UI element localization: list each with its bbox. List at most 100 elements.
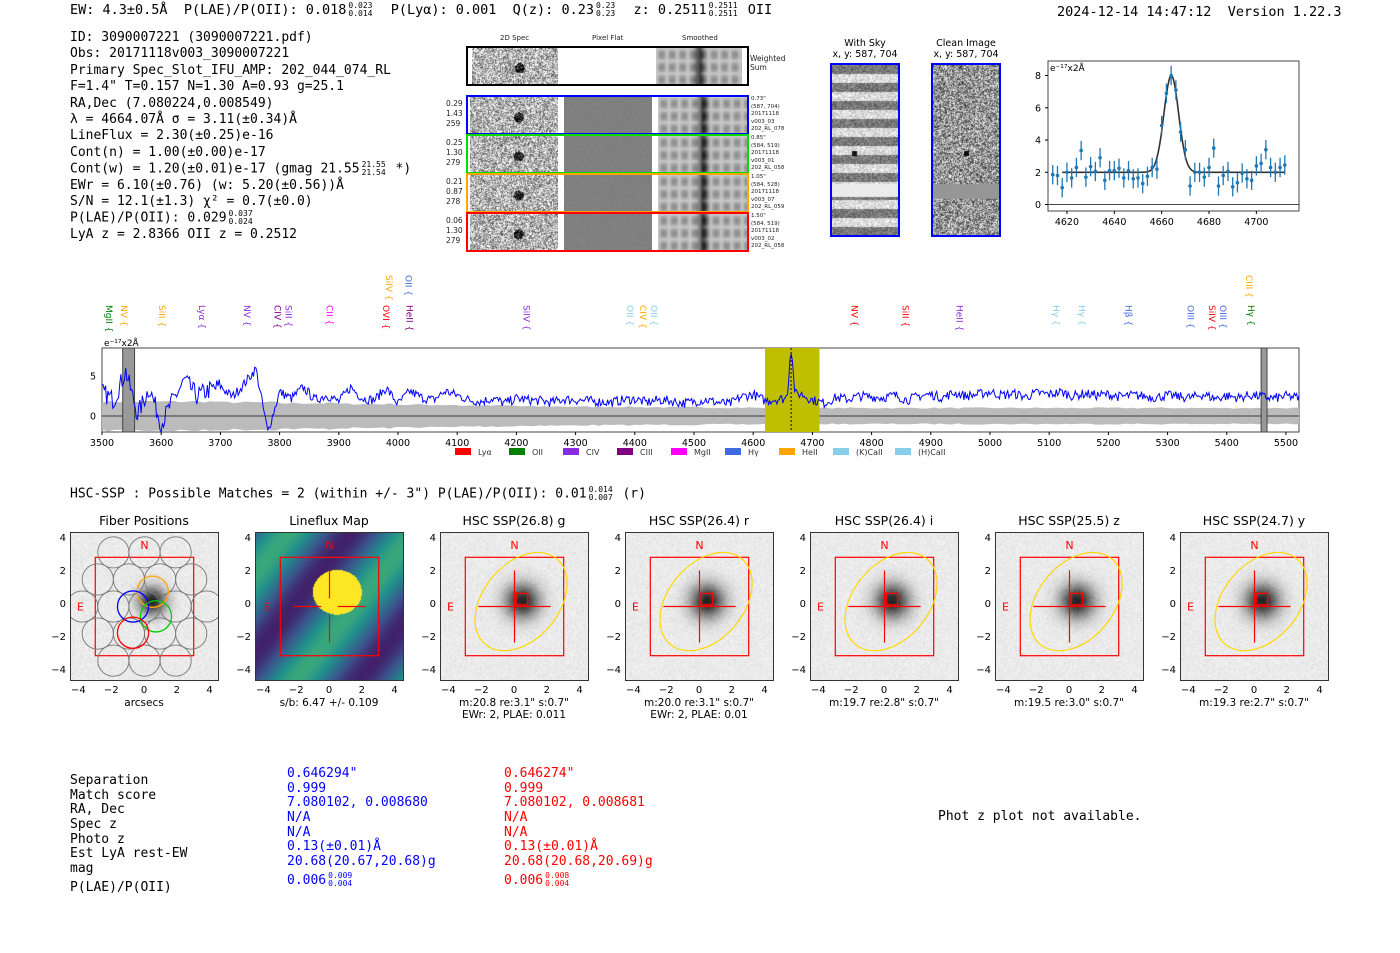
line-label: SiII { [899, 305, 909, 327]
x-tick: 2 [173, 685, 180, 696]
legend-label: (H)CaII [918, 448, 945, 457]
x-tick: −2 [473, 685, 489, 696]
spec2d-panel: 2D Spec Pixel Flat Smoothed Weighted Sum… [440, 30, 800, 260]
panel-overlay: NE [632, 539, 753, 657]
x-tick-label: 5200 [1096, 438, 1120, 449]
line-label: SiIV { [521, 305, 531, 331]
match-value: 0.006 0.009 0.004 [287, 872, 436, 890]
row-left-stats: 0.29 1.43 259 [446, 99, 463, 129]
y-tick: 2 [614, 566, 621, 578]
row-stat: 279 [446, 158, 461, 167]
row-2dspec-image [470, 175, 558, 211]
aperture-ellipse [1214, 551, 1308, 652]
line-label-text: SiIV { [1206, 305, 1216, 331]
legend-label: OII [532, 448, 543, 457]
line-label-text: SiIV { [383, 275, 393, 301]
x-tick-label: 4620 [1055, 217, 1079, 228]
row-stat: 278 [446, 197, 461, 206]
y-tick: 0 [59, 599, 66, 610]
row-info: 1.50" [751, 213, 766, 219]
y-tick: 0 [614, 599, 621, 610]
match-value: 0.999 [504, 780, 544, 796]
east-label: E [447, 601, 454, 614]
plae-lower: 0.007 [588, 493, 613, 502]
weighted-sum-row [466, 46, 749, 86]
x-tick-label: 3500 [90, 438, 114, 449]
row-info: 202_RL_078 [751, 126, 785, 132]
line-label-text: CIII { [1243, 275, 1253, 298]
plot-frame [1047, 60, 1300, 212]
data-point [1278, 165, 1282, 170]
gmag-upper: 21.55 [361, 160, 386, 170]
data-point [1065, 170, 1069, 175]
y-tick: 2 [1169, 566, 1176, 578]
y-tick: −4 [606, 664, 621, 676]
x-tick-label: 4600 [741, 438, 765, 449]
data-point [1273, 170, 1278, 175]
caption-line: EWr: 2, PLAE: 0.01 [650, 709, 748, 721]
line-label-text: HeII { [403, 305, 413, 331]
row-info: (584, 528) [751, 181, 780, 188]
line-label: CIV { [637, 305, 647, 329]
row-pixelflat-image [564, 214, 652, 250]
line-label: OIII { [1217, 305, 1227, 329]
line-label-text: CIV { [637, 305, 647, 329]
plae-upper: 0.037 [228, 209, 253, 219]
fiber-circle [175, 617, 208, 650]
line-label: OIII { [1185, 305, 1195, 329]
cutout-title: Clean Image [936, 38, 996, 49]
north-label: N [1065, 539, 1073, 552]
data-point [1164, 91, 1169, 96]
caption-line: m:19.5 re:3.0" s:0.7" [1014, 697, 1124, 709]
match-label: Photo z [70, 831, 125, 847]
photz-note: Phot z plot not available. [938, 809, 1142, 824]
x-tick: −2 [1213, 685, 1229, 696]
y-tick: 2 [429, 566, 436, 578]
gmag-lower: 21.54 [361, 168, 386, 178]
data-point [1121, 176, 1126, 180]
legend-label: Lyα [478, 448, 492, 457]
data-point [1268, 165, 1273, 170]
row-info: (584, 519) [751, 142, 780, 149]
line-label: CIV { [271, 305, 281, 329]
line-label: MgII { [103, 305, 113, 332]
row-pixelflat-image [564, 175, 652, 211]
match-label: RA, Dec [70, 802, 125, 818]
x-tick: 0 [510, 685, 518, 696]
data-point [1079, 148, 1083, 153]
x-tick-label: 3900 [327, 438, 351, 449]
x-tick: 0 [1250, 685, 1258, 696]
y-tick: 0 [1169, 599, 1176, 610]
qz-value: Q(z): 0.23 [512, 2, 594, 18]
match-value: N/A [504, 810, 528, 826]
panel-title: HSC SSP(26.4) r [648, 513, 750, 528]
fiber-circle [97, 644, 130, 677]
row-info: 20171118 [751, 150, 779, 156]
y-unit-label: e⁻¹⁷x2Å [104, 337, 140, 349]
data-point [1202, 175, 1207, 179]
weighted-2dspec-image [472, 48, 558, 84]
line-label-text: NV { [118, 305, 128, 326]
x-tick: −4 [71, 685, 86, 696]
data-point [1060, 185, 1065, 190]
data-point [1188, 184, 1192, 188]
y-tick: 0 [429, 599, 436, 610]
match-red-values: 0.646274" 0.999 7.080102, 0.008681 N/A N/A 0.… [504, 766, 653, 890]
y-tick: −4 [976, 664, 991, 676]
line-label: Hγ { [1050, 305, 1060, 326]
caption-line: EWr: 2, PLAE: 0.011 [461, 709, 567, 721]
line-label: SiIV { [383, 275, 393, 301]
legend-swatch [671, 448, 687, 455]
match-value: N/A [287, 810, 311, 826]
line-label-text: NV { [848, 305, 858, 326]
match-value: 20.68(20.68,20.69)g [504, 854, 653, 870]
x-tick: −4 [1181, 685, 1196, 696]
data-point [1216, 184, 1221, 188]
legend-label: Hγ [748, 448, 759, 457]
aperture-box [464, 556, 565, 657]
row-stat: 259 [446, 119, 461, 128]
data-point [1155, 167, 1159, 171]
x-tick-label: 4300 [563, 438, 587, 449]
